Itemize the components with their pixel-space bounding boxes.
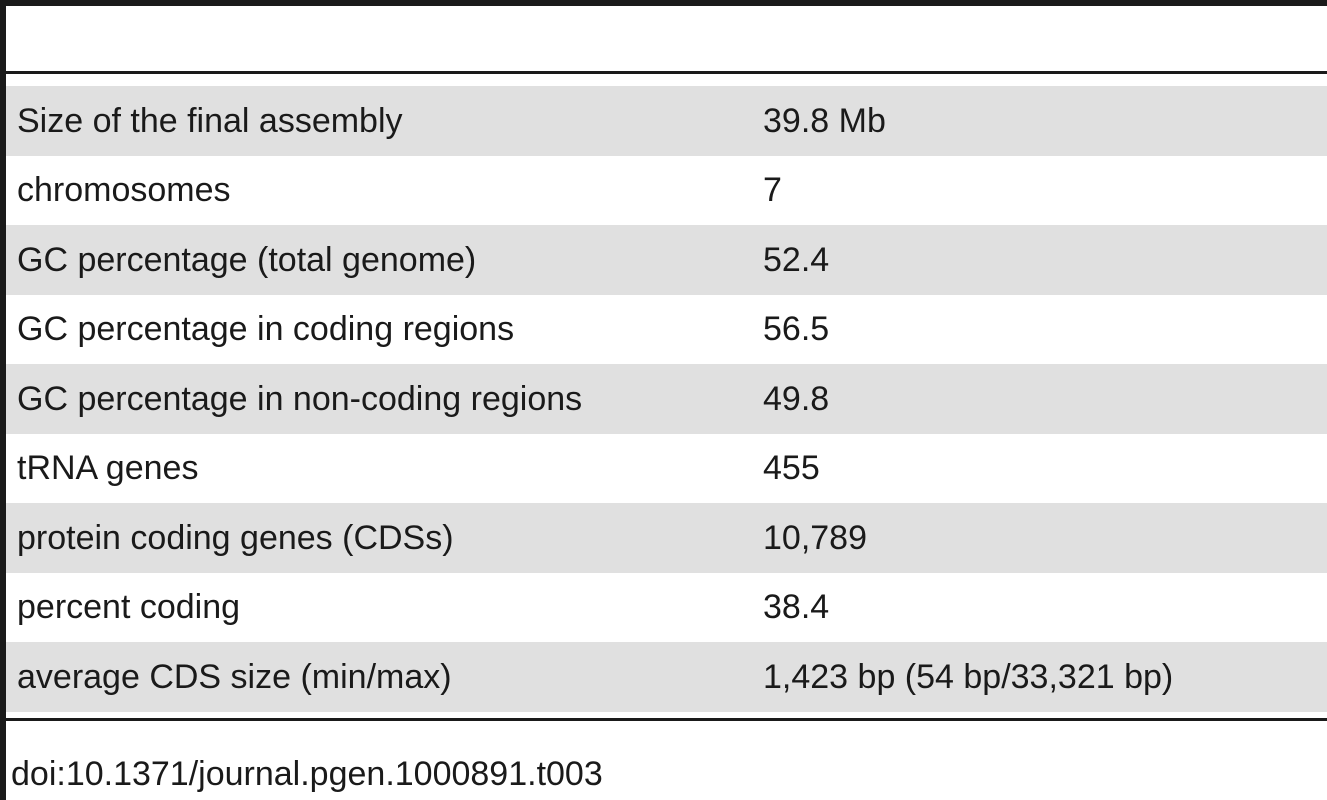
- table-row: Size of the final assembly 39.8 Mb: [6, 86, 1327, 156]
- table-row: average CDS size (min/max) 1,423 bp (54 …: [6, 642, 1327, 712]
- row-label: GC percentage (total genome): [17, 240, 477, 279]
- row-value: 39.8 Mb: [763, 101, 886, 140]
- table-row: chromosomes 7: [6, 156, 1327, 226]
- doi-link[interactable]: doi:10.1371/journal.pgen.1000891.t003: [11, 755, 603, 793]
- table-row: GC percentage in coding regions 56.5: [6, 295, 1327, 365]
- row-label: average CDS size (min/max): [17, 657, 452, 696]
- row-label: GC percentage in coding regions: [17, 310, 515, 349]
- table-header-rule: [6, 71, 1327, 74]
- row-value: 7: [763, 171, 782, 210]
- left-border: [0, 0, 6, 800]
- table-row: protein coding genes (CDSs) 10,789: [6, 503, 1327, 573]
- row-label: chromosomes: [17, 171, 231, 210]
- table-row: tRNA genes 455: [6, 434, 1327, 504]
- table-row: GC percentage (total genome) 52.4: [6, 225, 1327, 295]
- row-label: tRNA genes: [17, 449, 199, 488]
- row-value: 10,789: [763, 518, 867, 557]
- table-row: percent coding 38.4: [6, 573, 1327, 643]
- row-label: GC percentage in non-coding regions: [17, 379, 583, 418]
- row-value: 56.5: [763, 310, 830, 349]
- table-top-rule: [6, 0, 1327, 6]
- row-value: 455: [763, 449, 820, 488]
- row-value: 38.4: [763, 588, 830, 627]
- table-row: GC percentage in non-coding regions 49.8: [6, 364, 1327, 434]
- row-label: protein coding genes (CDSs): [17, 518, 454, 557]
- row-label: percent coding: [17, 588, 241, 627]
- row-value: 1,423 bp (54 bp/33,321 bp): [763, 657, 1174, 696]
- row-value: 52.4: [763, 240, 830, 279]
- row-value: 49.8: [763, 379, 830, 418]
- row-label: Size of the final assembly: [17, 101, 403, 140]
- table-bottom-rule: [6, 718, 1327, 721]
- genome-stats-table: Size of the final assembly 39.8 Mb chrom…: [6, 86, 1327, 712]
